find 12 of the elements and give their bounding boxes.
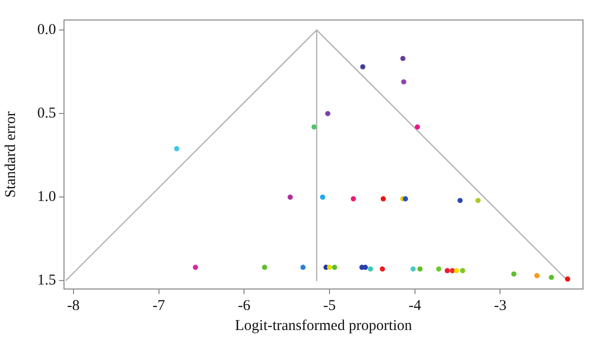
x-tick-label: -7 bbox=[152, 298, 166, 314]
x-tick-label: -5 bbox=[323, 298, 336, 314]
y-tick-label: 0.0 bbox=[37, 22, 56, 38]
x-axis-title: Logit-transformed proportion bbox=[234, 318, 413, 334]
y-tick-label: 1.0 bbox=[37, 189, 56, 206]
y-tick-label: 1.5 bbox=[37, 272, 56, 289]
x-tick-label: -3 bbox=[494, 298, 506, 314]
x-tick-label: -6 bbox=[238, 298, 251, 314]
x-tick-label: -4 bbox=[408, 298, 422, 314]
x-tick-label: -8 bbox=[67, 298, 80, 314]
y-axis-title: Standard error bbox=[2, 111, 19, 198]
y-tick-label: 0.5 bbox=[37, 106, 56, 122]
